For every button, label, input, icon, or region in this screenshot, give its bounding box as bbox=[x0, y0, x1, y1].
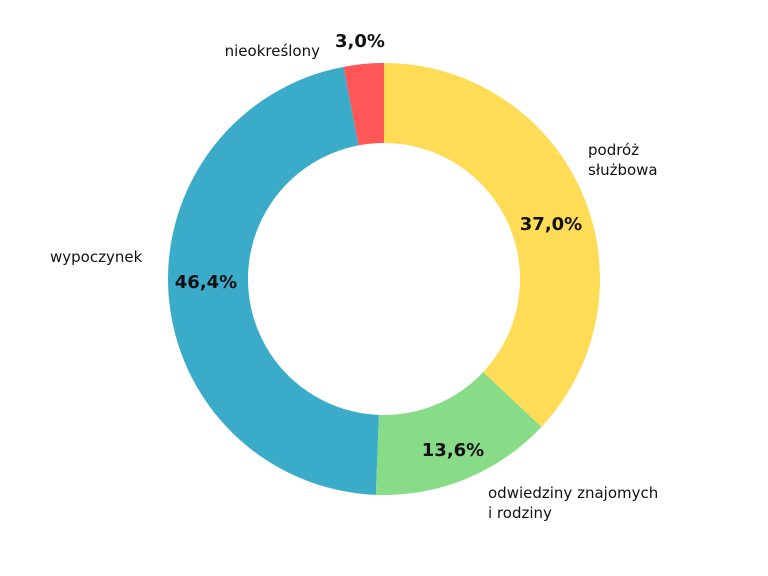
slice-value-label: 3,0% bbox=[335, 31, 385, 52]
slice-value-label: 13,6% bbox=[422, 440, 484, 461]
donut-slices bbox=[167, 63, 600, 496]
donut-slice bbox=[343, 63, 384, 146]
donut-labels: podróż służbowa 37,0% odwiedziny znajomych i… bbox=[50, 31, 658, 522]
slice-category-label: wypoczynek bbox=[50, 248, 143, 266]
slice-value-label: 37,0% bbox=[520, 214, 582, 235]
slice-category-label: podróż służbowa bbox=[588, 141, 658, 179]
donut-slice bbox=[375, 372, 542, 496]
slice-value-label: 46,4% bbox=[175, 272, 237, 293]
donut-slice bbox=[167, 66, 379, 495]
donut-slice bbox=[384, 63, 600, 427]
slice-category-label: nieokreślony bbox=[225, 42, 320, 60]
slice-category-label: odwiedziny znajomych i rodziny bbox=[488, 484, 658, 522]
